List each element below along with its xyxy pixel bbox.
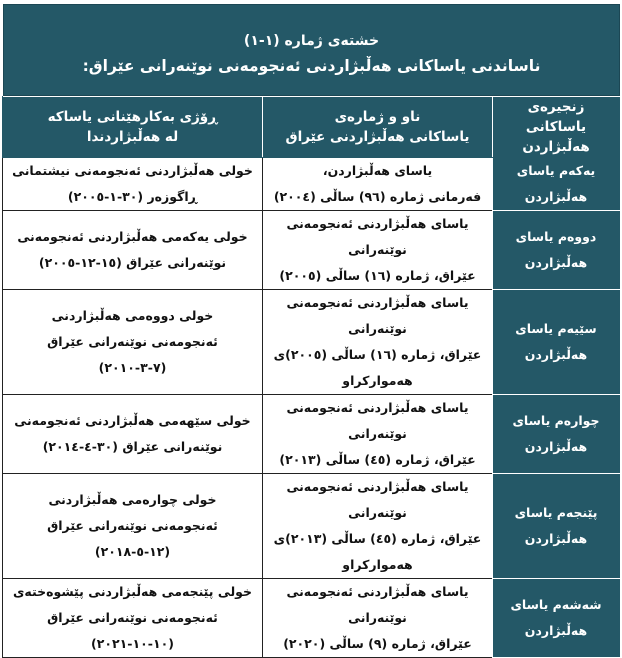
cell-line: سێیەم یاسای bbox=[515, 321, 597, 336]
cell-line: یاسای هەڵبژاردنی ئەنجومەنی نوێنەرانی bbox=[286, 479, 469, 520]
cell-line: نوێنەرانی عێراق (٣٠-٤-٢٠١٤) bbox=[42, 439, 223, 454]
law-name-cell: یاسای هەڵبژاردنی ئەنجومەنی نوێنەرانی عێرا… bbox=[262, 394, 493, 474]
law-name-cell: یاسای هەڵبژاردنی ئەنجومەنی نوێنەرانی عێرا… bbox=[262, 210, 493, 290]
cell-line: ناو و ژمارەی bbox=[334, 109, 421, 125]
cell-line: ڕۆژی بەکارهێنانی یاساکە bbox=[47, 109, 218, 125]
cell-line: هەڵبژاردن bbox=[522, 139, 590, 155]
usage-date-cell: خولی پێنجەمی هەڵبژاردنی پێشوەختەی ئەنجومە… bbox=[2, 578, 263, 658]
cell-line: یاسای هەڵبژاردنی ئەنجومەنی نوێنەرانی bbox=[286, 400, 469, 441]
cell-line: فەرمانی ژمارە (٩٦) ساڵی (٢٠٠٤) bbox=[273, 189, 482, 204]
usage-date-cell: خولی سێهەمی هەڵبژاردنی ئەنجومەنی نوێنەران… bbox=[2, 394, 263, 474]
cell-line: ڕاگوزەر (٣٠-١-٢٠٠٥) bbox=[67, 189, 198, 204]
cell-line: هەڵبژاردن bbox=[524, 347, 588, 362]
election-laws-table-container: خشتەی ژمارە (١-١) ناساندنی یاساکانی هەڵب… bbox=[2, 4, 620, 658]
cell-line: خولی دووەمی هەڵبژاردنی bbox=[51, 308, 214, 323]
cell-line: نوێنەرانی عێراق (١٥-١٢-٢٠٠٥) bbox=[38, 255, 227, 270]
law-sequence-cell: دووەم یاسای هەڵبژاردن bbox=[492, 210, 620, 290]
law-name-cell: یاسای هەڵبژاردنی ئەنجومەنی نوێنەرانی عێرا… bbox=[262, 289, 493, 395]
law-sequence-cell: پێنجەم یاسای هەڵبژاردن bbox=[492, 473, 620, 579]
law-sequence-cell: سێیەم یاسای هەڵبژاردن bbox=[492, 289, 620, 395]
cell-line: یاسای هەڵبژاردن، bbox=[322, 163, 433, 178]
usage-date-cell: خولی یەکەمی هەڵبژاردنی ئەنجومەنی نوێنەران… bbox=[2, 210, 263, 290]
cell-line: عێراق، ژمارە (٤٥) ساڵی (٢٠١٣)ی bbox=[273, 531, 482, 546]
cell-line: عێراق، ژمارە (٤٥) ساڵی (٢٠١٣) bbox=[279, 452, 476, 467]
law-name-cell: یاسای هەڵبژاردن، فەرمانی ژمارە (٩٦) ساڵی … bbox=[262, 157, 493, 211]
law-sequence-cell: چوارەم یاسای هەڵبژاردن bbox=[492, 394, 620, 474]
cell-line: پێنجەم یاسای bbox=[514, 505, 598, 520]
cell-line: عێراق، ژمارە (٩) ساڵی (٢٠٢٠) bbox=[283, 636, 472, 651]
header-law-sequence: زنجیرەی یاساکانی هەڵبژاردن bbox=[492, 96, 620, 158]
cell-line: شەشەم یاسای bbox=[510, 597, 602, 612]
cell-line: هەڵبژاردن bbox=[524, 531, 588, 546]
cell-line: (٧-٣-٢٠١٠) bbox=[98, 360, 167, 375]
cell-line: خولی یەکەمی هەڵبژاردنی ئەنجومەنی bbox=[17, 229, 248, 244]
table-row: دووەم یاسای هەڵبژاردن یاسای هەڵبژاردنی ئەن… bbox=[2, 210, 620, 290]
cell-line: عێراق، ژمارە (١٦) ساڵی (٢٠٠٥) bbox=[279, 268, 476, 283]
table-caption: ناساندنی یاساکانی هەڵبژاردنی ئەنجومەنی ن… bbox=[82, 57, 541, 75]
cell-line: خولی سێهەمی هەڵبژاردنی ئەنجومەنی bbox=[14, 413, 251, 428]
usage-date-cell: خولی چوارەمی هەڵبژاردنی ئەنجومەنی نوێنەرا… bbox=[2, 473, 263, 579]
cell-line: هەموارکراو bbox=[342, 557, 413, 572]
cell-line: یاسای هەڵبژاردنی ئەنجومەنی نوێنەرانی bbox=[286, 216, 469, 257]
law-name-cell: یاسای هەڵبژاردنی ئەنجومەنی نوێنەرانی عێرا… bbox=[262, 473, 493, 579]
cell-line: دووەم یاسای bbox=[515, 229, 597, 244]
cell-line: یاسای هەڵبژاردنی ئەنجومەنی نوێنەرانی bbox=[286, 295, 469, 336]
cell-line: عێراق، ژمارە (١٦) ساڵی (٢٠٠٥)ی bbox=[273, 347, 482, 362]
usage-date-cell: خولی هەڵبژاردنی ئەنجومەنی نیشتمانی ڕاگوزە… bbox=[2, 157, 263, 211]
table-row: یەکەم یاسای هەڵبژاردن یاسای هەڵبژاردن، فەرم… bbox=[2, 157, 620, 211]
cell-line: ئەنجومەنی نوێنەرانی عێراق (١٠-١٠-٢٠٢١) bbox=[47, 610, 218, 651]
election-laws-table: زنجیرەی یاساکانی هەڵبژاردن ناو و ژمارەی یاس… bbox=[2, 96, 620, 658]
cell-line: ئەنجومەنی نوێنەرانی عێراق bbox=[47, 518, 218, 533]
usage-date-cell: خولی دووەمی هەڵبژاردنی ئەنجومەنی نوێنەران… bbox=[2, 289, 263, 395]
table-row: چوارەم یاسای هەڵبژاردن یاسای هەڵبژاردنی ئە… bbox=[2, 394, 620, 474]
cell-line: لە هەڵبژاردندا bbox=[86, 129, 179, 145]
header-law-name-number: ناو و ژمارەی یاساکانی هەڵبژاردنی عێراق bbox=[262, 96, 493, 158]
table-row: پێنجەم یاسای هەڵبژاردن یاسای هەڵبژاردنی ئە… bbox=[2, 473, 620, 579]
cell-line: هەڵبژاردن bbox=[524, 255, 588, 270]
cell-line: خولی چوارەمی هەڵبژاردنی bbox=[48, 492, 217, 507]
cell-line: یاسای هەڵبژاردنی ئەنجومەنی نوێنەرانی bbox=[286, 584, 469, 625]
cell-line: هەڵبژاردن bbox=[524, 623, 588, 638]
cell-line: خولی پێنجەمی هەڵبژاردنی پێشوەختەی bbox=[12, 584, 253, 599]
cell-line: زنجیرەی یاساکانی bbox=[525, 99, 587, 135]
table-number: خشتەی ژمارە (١-١) bbox=[243, 33, 380, 49]
header-row: زنجیرەی یاساکانی هەڵبژاردن ناو و ژمارەی یاس… bbox=[2, 96, 620, 158]
cell-line: یەکەم یاسای bbox=[516, 163, 596, 178]
law-sequence-cell: یەکەم یاسای هەڵبژاردن bbox=[492, 157, 620, 211]
cell-line: خولی هەڵبژاردنی ئەنجومەنی نیشتمانی bbox=[12, 163, 253, 178]
table-row: سێیەم یاسای هەڵبژاردن یاسای هەڵبژاردنی ئەن… bbox=[2, 289, 620, 395]
law-name-cell: یاسای هەڵبژاردنی ئەنجومەنی نوێنەرانی عێرا… bbox=[262, 578, 493, 658]
cell-line: ئەنجومەنی نوێنەرانی عێراق bbox=[47, 334, 218, 349]
cell-line: هەڵبژاردن bbox=[524, 189, 588, 204]
header-usage-date: ڕۆژی بەکارهێنانی یاساکە لە هەڵبژاردندا bbox=[2, 96, 263, 158]
cell-line: هەڵبژاردن bbox=[524, 439, 588, 454]
cell-line: چوارەم یاسای bbox=[512, 413, 600, 428]
table-row: شەشەم یاسای هەڵبژاردن یاسای هەڵبژاردنی ئەن… bbox=[2, 578, 620, 658]
law-sequence-cell: شەشەم یاسای هەڵبژاردن bbox=[492, 578, 620, 658]
cell-line: هەموارکراو bbox=[342, 373, 413, 388]
table-title: خشتەی ژمارە (١-١) ناساندنی یاساکانی هەڵب… bbox=[3, 4, 620, 96]
cell-line: یاساکانی هەڵبژاردنی عێراق bbox=[285, 129, 470, 145]
